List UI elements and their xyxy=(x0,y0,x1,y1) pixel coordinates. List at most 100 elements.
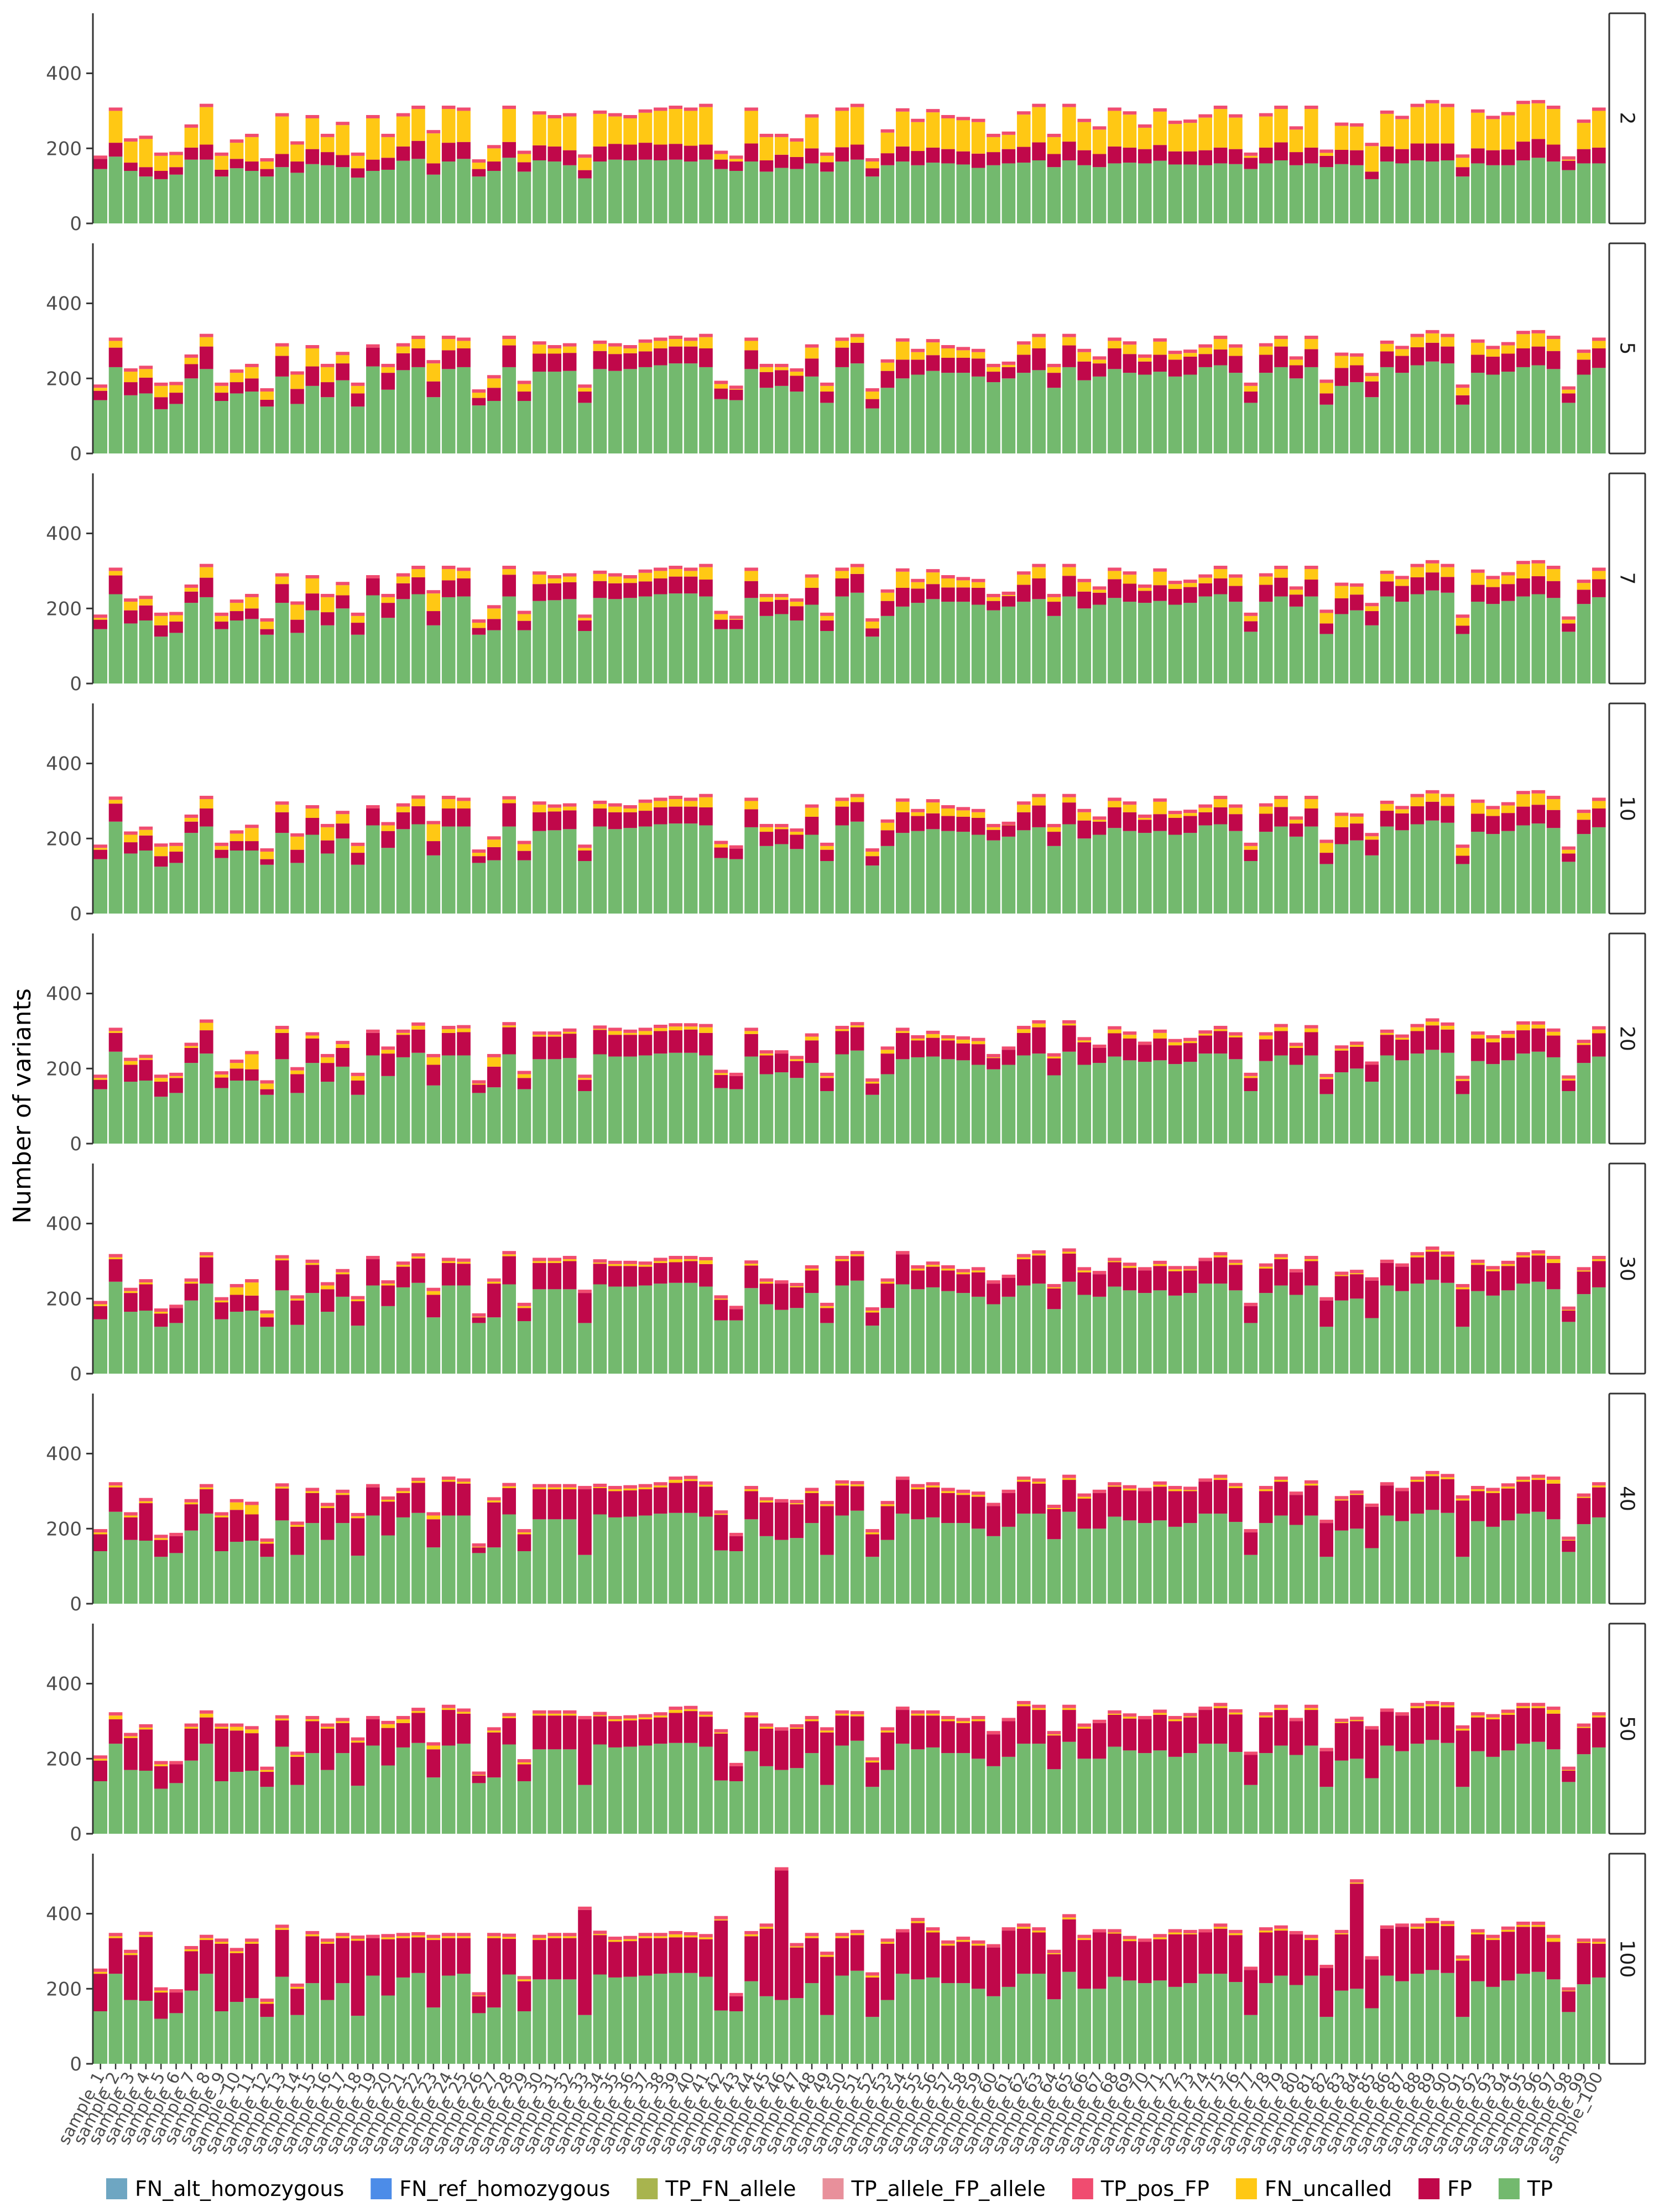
bar-tp xyxy=(1380,596,1394,684)
bar-fn-uncalled xyxy=(790,602,804,607)
bar-tp-pos-fp xyxy=(472,1313,486,1317)
bar-tp-pos-fp xyxy=(1062,1474,1076,1478)
bar-fn-uncalled xyxy=(790,1727,804,1729)
bar-tp-pos-fp xyxy=(820,1501,834,1505)
bar-tp-pos-fp xyxy=(547,804,562,808)
bar-tp-pos-fp xyxy=(124,138,138,142)
legend-swatch xyxy=(106,2178,127,2199)
bar-fp xyxy=(1032,348,1046,371)
bar-fn-uncalled xyxy=(835,1713,849,1716)
bar-tp xyxy=(351,864,365,914)
bar-tp-pos-fp xyxy=(1123,801,1137,805)
facet-strip-label: 10 xyxy=(1616,796,1639,821)
bar-tp-pos-fp xyxy=(926,1261,940,1265)
bar-tp xyxy=(396,599,410,684)
bar-fp xyxy=(578,392,592,403)
bar-tp xyxy=(669,1973,683,2064)
bar-fp xyxy=(623,1035,637,1057)
bar-fp xyxy=(1077,150,1092,165)
bar-tp xyxy=(396,1517,410,1604)
bar-tp xyxy=(260,864,274,914)
bar-tp xyxy=(987,382,1000,453)
bar-fn-uncalled xyxy=(1047,1056,1061,1058)
bar-fp xyxy=(956,1723,971,1754)
bar-fp xyxy=(1168,1721,1182,1757)
bar-fn-uncalled xyxy=(1486,1039,1500,1042)
bar-tp-pos-fp xyxy=(457,107,471,111)
bar-tp xyxy=(1380,826,1394,914)
bar-tp xyxy=(1350,1528,1364,1604)
bar-tp xyxy=(987,1766,1000,1834)
bar-fn-uncalled xyxy=(290,1070,304,1074)
bar-fn-uncalled xyxy=(1546,1259,1561,1263)
bar-fn-uncalled xyxy=(1425,333,1439,343)
bar-fn-uncalled xyxy=(169,846,183,852)
bar-tp-pos-fp xyxy=(1395,346,1409,349)
bar-tp-pos-fp xyxy=(1455,1284,1470,1287)
bar-tp-pos-fp xyxy=(124,598,138,602)
bar-tp-pos-fp xyxy=(1077,348,1092,352)
bar-tp-pos-fp xyxy=(1168,1266,1182,1270)
bar-tp xyxy=(381,848,395,914)
bar-fp xyxy=(699,1264,713,1287)
bar-tp xyxy=(608,1977,622,2064)
bar-tp-pos-fp xyxy=(290,141,304,145)
bar-fp xyxy=(1350,823,1364,841)
bar-tp-pos-fp xyxy=(714,1729,728,1733)
bar-fp xyxy=(759,160,774,172)
bar-fp xyxy=(744,809,758,827)
bar-tp-pos-fp xyxy=(108,1482,123,1486)
bars xyxy=(93,1700,1606,1834)
bar-tp xyxy=(911,1749,925,1834)
bar-fp xyxy=(593,581,607,598)
bar-fp xyxy=(472,1775,486,1783)
bar-fn-uncalled xyxy=(1441,567,1454,577)
bar-fp xyxy=(654,807,667,825)
bar-tp-pos-fp xyxy=(336,122,349,126)
bar-fp xyxy=(1183,1043,1197,1062)
bar-tp xyxy=(517,1551,531,1604)
bar-tp-pos-fp xyxy=(759,1050,774,1054)
bar-tp-pos-fp xyxy=(139,826,153,830)
bar-tp xyxy=(850,1050,864,1144)
bar-tp xyxy=(654,1974,667,2064)
bar-tp-pos-fp xyxy=(775,1727,789,1731)
bar-fn-uncalled xyxy=(805,577,819,588)
bar-tp-pos-fp xyxy=(517,841,531,844)
bar-tp xyxy=(411,594,425,684)
legend-label: FP xyxy=(1447,2177,1472,2201)
bar-fn-uncalled xyxy=(1016,345,1031,355)
bar-fp xyxy=(184,1951,199,1991)
bar-fp xyxy=(1259,1491,1273,1524)
bar-fp xyxy=(1334,827,1349,844)
bar-tp xyxy=(880,165,895,223)
bar-tp-pos-fp xyxy=(1032,1250,1046,1254)
bar-tp-pos-fp xyxy=(699,1934,713,1938)
bar-fn-uncalled xyxy=(895,111,910,147)
bar-tp xyxy=(1244,1091,1258,1144)
bar-tp-pos-fp xyxy=(1486,576,1500,580)
bar-fp xyxy=(1108,1933,1121,1977)
bar-fp xyxy=(623,1490,637,1517)
bar-fn-uncalled xyxy=(941,808,955,816)
bar-tp-pos-fp xyxy=(654,1258,667,1261)
bar-tp-pos-fp xyxy=(396,1933,410,1937)
bar-tp xyxy=(1062,1511,1076,1604)
bar-fp xyxy=(926,147,940,163)
bar-tp-pos-fp xyxy=(1501,112,1515,116)
bar-fp xyxy=(638,1938,653,1976)
bar-tp-pos-fp xyxy=(260,1310,274,1314)
bar-fp xyxy=(457,808,471,827)
bar-tp xyxy=(245,392,259,453)
bar-fp xyxy=(215,1302,228,1319)
legend-item-tp: TP xyxy=(1498,2177,1553,2201)
bar-fp xyxy=(1577,1045,1591,1063)
bar-tp-pos-fp xyxy=(487,375,501,379)
bar-fn-uncalled xyxy=(1047,1287,1061,1288)
bar-fp xyxy=(275,1720,289,1747)
bar-fp xyxy=(895,1932,910,1974)
bar-fp xyxy=(729,1766,743,1781)
bar-fp xyxy=(956,1274,971,1293)
bar-tp-pos-fp xyxy=(411,1478,425,1481)
bar-tp xyxy=(729,400,743,453)
